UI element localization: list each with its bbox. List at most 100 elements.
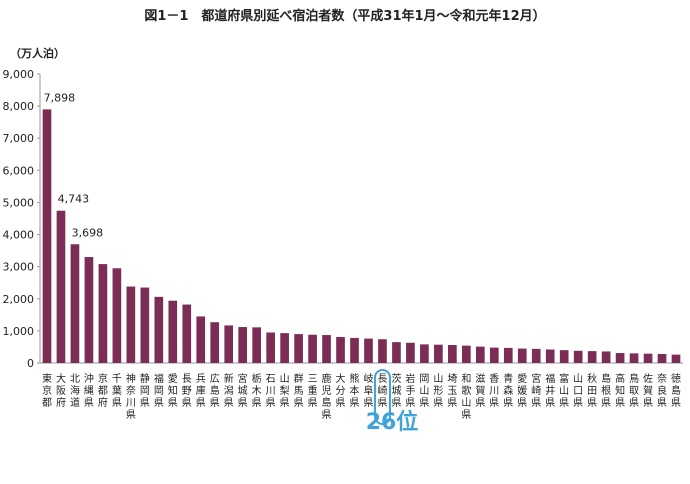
x-tick-label: 岩手県: [405, 372, 415, 409]
x-tick-label: 茨城県: [391, 372, 401, 409]
chart-title: 図1－1 都道府県別延べ宿泊者数（平成31年1月～令和元年12月）: [144, 8, 545, 24]
bar-奈良県: [657, 354, 667, 363]
x-tick-label: 三重県: [308, 374, 318, 409]
x-tick-label: 香川県: [489, 373, 499, 409]
x-tick-label: 宮崎県: [531, 372, 541, 409]
bar-石川県: [266, 332, 275, 363]
x-tick-label: 神奈川県: [126, 372, 136, 421]
x-tick-label: 鳥取県: [629, 372, 639, 409]
y-tick-label: 3,000: [3, 261, 35, 274]
bars: [42, 109, 681, 363]
bar-新潟県: [224, 325, 234, 363]
x-axis-labels: 東京都大阪府北海道沖縄県京都府千葉県神奈川県静岡県福岡県愛知県長野県兵庫県広島県…: [42, 372, 681, 421]
x-tick-label: 熊本県: [350, 372, 360, 409]
bar-京都府: [98, 264, 108, 363]
x-tick-label: 山形県: [433, 373, 443, 409]
bar-島根県: [601, 351, 611, 363]
x-tick-label: 大阪府: [56, 372, 66, 409]
x-tick-label: 岐阜県: [363, 372, 373, 409]
x-tick-label: 鹿児島県: [322, 372, 332, 421]
bar-岩手県: [406, 342, 415, 363]
bar-岡山県: [420, 344, 429, 363]
y-tick-label: 5,000: [3, 196, 35, 209]
bar-高知県: [615, 353, 625, 363]
x-tick-label: 兵庫県: [196, 372, 206, 409]
bar-宮城県: [238, 327, 248, 363]
y-axis-unit-label: （万人泊）: [10, 46, 65, 60]
bar-長崎県: [378, 339, 387, 363]
x-tick-label: 滋賀県: [475, 372, 485, 409]
bar-神奈川県: [126, 286, 136, 363]
x-tick-label: 福井県: [545, 372, 555, 409]
bar-栃木県: [252, 327, 261, 363]
bar-青森県: [503, 347, 513, 363]
x-tick-label: 高知県: [615, 372, 625, 409]
y-tick-label: 6,000: [3, 164, 35, 177]
bar-福井県: [545, 349, 555, 363]
x-tick-label: 青森県: [503, 372, 513, 409]
x-tick-label: 埼玉県: [447, 372, 457, 409]
bar-群馬県: [294, 334, 303, 363]
y-tick-label: 1,000: [3, 325, 35, 338]
x-tick-label: 北海道: [70, 373, 80, 409]
x-tick-label: 秋田県: [587, 372, 597, 409]
bar-富山県: [559, 350, 569, 363]
bar-広島県: [210, 322, 220, 363]
y-tick-label: 7,000: [3, 132, 35, 145]
highlight-oval: [373, 369, 391, 425]
data-label: 4,743: [58, 193, 89, 206]
bar-愛知県: [168, 300, 178, 363]
x-tick-label: 愛媛県: [517, 372, 527, 409]
bar-愛媛県: [517, 348, 527, 363]
y-tick-label: 2,000: [3, 293, 35, 306]
x-tick-label: 徳島県: [671, 372, 681, 409]
x-tick-label: 大分県: [336, 372, 346, 409]
x-tick-label: 岡山県: [419, 373, 429, 409]
bar-香川県: [489, 347, 499, 363]
bar-茨城県: [392, 342, 401, 363]
rank-label: 26位: [365, 410, 419, 435]
bar-佐賀県: [643, 353, 653, 363]
bar-山梨県: [280, 333, 289, 363]
highlight-group: [373, 369, 391, 425]
bar-千葉県: [112, 268, 122, 363]
data-labels: 7,898 4,743 3,698: [44, 91, 103, 239]
bar-北海道: [70, 244, 80, 363]
bar-大分県: [336, 336, 345, 363]
bar-鳥取県: [629, 353, 639, 363]
x-tick-label: 宮城県: [238, 372, 248, 409]
bar-三重県: [308, 334, 317, 363]
x-tick-label: 千葉県: [112, 373, 122, 409]
y-tick-label: 9,000: [3, 68, 35, 81]
x-tick-label: 栃木県: [252, 372, 262, 409]
bar-山口県: [573, 350, 583, 363]
x-tick-label: 群馬県: [294, 372, 304, 409]
x-tick-label: 愛知県: [168, 372, 178, 409]
data-label: 3,698: [72, 226, 104, 239]
x-tick-label: 山梨県: [280, 373, 290, 409]
bar-長野県: [182, 304, 192, 363]
bar-沖縄県: [84, 257, 94, 363]
x-tick-label: 山口県: [573, 373, 583, 409]
bar-東京都: [42, 109, 52, 363]
bar-静岡県: [140, 287, 150, 363]
x-tick-label: 石川県: [266, 374, 276, 409]
y-tick-label: 4,000: [3, 229, 35, 242]
bar-山形県: [434, 344, 443, 363]
x-tick-label: 奈良県: [657, 372, 667, 409]
bar-滋賀県: [475, 346, 485, 363]
x-tick-label: 東京都: [42, 372, 52, 409]
x-tick-label: 佐賀県: [643, 373, 653, 409]
y-tick-label: 8,000: [3, 100, 35, 113]
x-tick-label: 広島県: [210, 372, 220, 409]
bar-埼玉県: [448, 345, 457, 363]
bar-秋田県: [587, 351, 597, 363]
x-tick-label: 福岡県: [154, 372, 164, 409]
bar-大阪府: [56, 210, 66, 363]
x-tick-label: 長崎県: [377, 373, 387, 409]
bar-宮崎県: [531, 348, 541, 363]
x-tick-label: 京都府: [98, 372, 108, 409]
bar-岐阜県: [364, 338, 373, 363]
x-tick-label: 長野県: [182, 373, 192, 409]
